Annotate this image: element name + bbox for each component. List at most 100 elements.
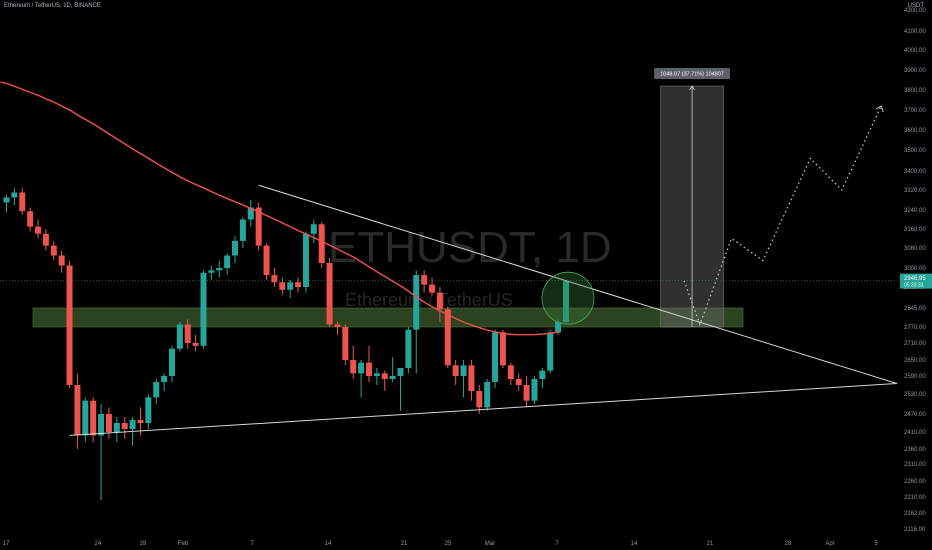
candle[interactable] [129, 420, 136, 429]
lower-trendline[interactable] [69, 383, 897, 436]
candle[interactable] [161, 376, 168, 382]
candle[interactable] [515, 379, 522, 385]
x-tick-label: 7 [250, 541, 254, 547]
candle[interactable] [413, 275, 420, 330]
candle[interactable] [168, 348, 175, 376]
projection-path[interactable] [683, 105, 882, 327]
candle[interactable] [539, 370, 546, 379]
y-tick-label: 3080.00 [904, 246, 926, 252]
x-tick-label: Apr [825, 541, 834, 547]
x-tick-label: Feb [178, 541, 189, 547]
y-tick-label: 3900.00 [904, 68, 926, 74]
candle[interactable] [334, 324, 341, 327]
measure-label: 1048.07 (37.71%) 104807 [660, 72, 724, 78]
candle[interactable] [239, 219, 246, 241]
candle[interactable] [318, 224, 325, 263]
candle[interactable] [460, 365, 467, 376]
candle[interactable] [263, 245, 270, 276]
candle[interactable] [444, 309, 451, 366]
candle[interactable] [547, 332, 554, 371]
candle[interactable] [105, 414, 112, 432]
candle[interactable] [405, 329, 412, 368]
candle[interactable] [287, 282, 294, 290]
x-tick-label: 28 [140, 541, 147, 547]
candle[interactable] [66, 265, 73, 386]
candle[interactable] [279, 282, 286, 290]
y-tick-label: 2260.00 [904, 479, 926, 485]
candle[interactable] [19, 192, 26, 212]
candle[interactable] [452, 365, 459, 376]
candle[interactable] [555, 321, 562, 333]
candle[interactable] [58, 255, 65, 266]
candle[interactable] [255, 207, 262, 246]
candle[interactable] [562, 280, 569, 322]
candle[interactable] [421, 275, 428, 285]
candle[interactable] [492, 332, 499, 382]
candle[interactable] [523, 385, 530, 401]
y-tick-label: 2470.00 [904, 412, 926, 418]
x-tick-label: 21 [707, 541, 714, 547]
candle[interactable] [90, 400, 97, 436]
candle[interactable] [247, 207, 254, 220]
candle[interactable] [476, 391, 483, 408]
candle[interactable] [389, 376, 396, 379]
candle[interactable] [192, 343, 199, 346]
candle[interactable] [74, 385, 81, 436]
candle[interactable] [342, 327, 349, 360]
y-tick-label: 3320.00 [904, 188, 926, 194]
candle[interactable] [429, 284, 436, 293]
candle[interactable] [271, 275, 278, 283]
y-tick-label: 2770.00 [904, 325, 926, 331]
candle[interactable] [468, 365, 475, 391]
measure-label-bg [654, 68, 731, 79]
candle[interactable] [365, 362, 372, 376]
y-tick-label: 3400.00 [904, 169, 926, 175]
candle[interactable] [145, 397, 152, 423]
last-price-value: 2946.95 [904, 276, 926, 282]
candle[interactable] [42, 233, 49, 246]
watermark-name: Ethereum / TetherUS [345, 290, 513, 310]
candle[interactable] [531, 379, 538, 401]
currency-label: USDT [907, 3, 924, 9]
candle[interactable] [113, 423, 120, 432]
candle[interactable] [224, 255, 231, 269]
last-price-badge [900, 273, 932, 289]
candle[interactable] [436, 292, 443, 310]
candle[interactable] [208, 270, 215, 273]
candle[interactable] [302, 233, 309, 287]
y-tick-label: 2650.00 [904, 358, 926, 364]
watermark: ETHUSDT, 1D Ethereum / TetherUS [328, 223, 612, 310]
y-tick-label: 4100.00 [904, 29, 926, 35]
candle[interactable] [350, 360, 357, 374]
support-zone [32, 307, 744, 328]
candle[interactable] [216, 268, 223, 271]
y-tick-label: 3800.00 [904, 88, 926, 94]
candle[interactable] [184, 324, 191, 343]
candle[interactable] [176, 324, 183, 349]
candle[interactable] [98, 414, 105, 436]
candle[interactable] [232, 240, 239, 256]
candle[interactable] [3, 197, 10, 203]
candle[interactable] [499, 332, 506, 366]
candle[interactable] [35, 226, 42, 234]
candle[interactable] [200, 272, 207, 346]
candle[interactable] [373, 373, 380, 376]
candle[interactable] [484, 382, 491, 408]
candle[interactable] [381, 373, 388, 379]
candle[interactable] [50, 245, 57, 256]
candle[interactable] [27, 211, 34, 227]
candle[interactable] [358, 362, 365, 374]
candle[interactable] [153, 382, 160, 398]
candle[interactable] [82, 400, 89, 436]
candle[interactable] [326, 263, 333, 325]
candle[interactable] [295, 282, 302, 287]
candle[interactable] [310, 224, 317, 234]
candle[interactable] [121, 423, 128, 429]
last-price-countdown: 05:33:33 [904, 283, 924, 289]
candle[interactable] [397, 368, 404, 376]
upper-trendline[interactable] [258, 184, 898, 384]
candle[interactable] [11, 192, 18, 198]
candle[interactable] [137, 420, 144, 423]
candle[interactable] [507, 365, 514, 379]
